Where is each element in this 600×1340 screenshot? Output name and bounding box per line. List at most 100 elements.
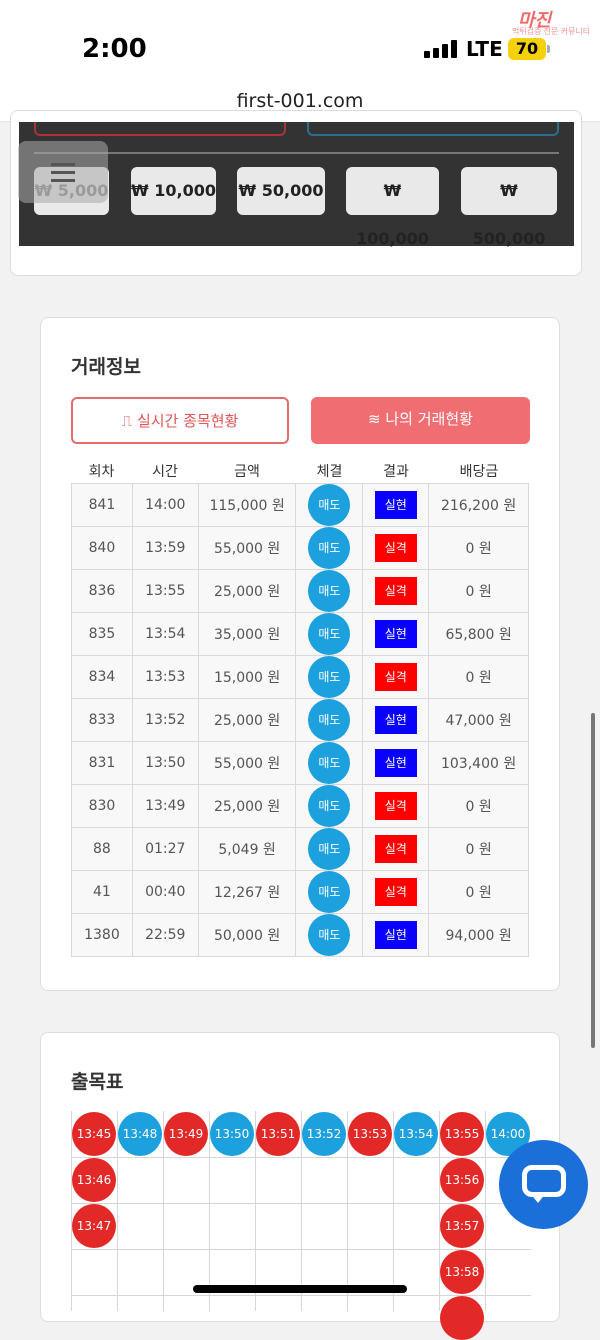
result-ball-red: 13:51: [256, 1112, 300, 1156]
result-cell: 실격: [362, 870, 430, 914]
round-cell: 830: [71, 784, 133, 828]
payout-cell: 0 원: [428, 526, 529, 570]
sell-badge: 매도: [308, 570, 351, 612]
exec-cell: 매도: [295, 612, 364, 656]
amount-cell: 50,000 원: [197, 913, 297, 957]
round-cell: 834: [71, 655, 133, 699]
scroll-indicator[interactable]: [591, 713, 595, 1048]
grid-column: [255, 1111, 301, 1311]
time-cell: 13:50: [131, 741, 199, 785]
status-bar: 2:00 마진 먹튀검증 전문 커뮤니티 LTE 70: [0, 0, 600, 78]
exec-cell: 매도: [295, 483, 364, 527]
result-ball-red: 13:58: [440, 1250, 484, 1294]
result-chart-title: 출목표: [71, 1071, 124, 1093]
signal-icon: [424, 40, 458, 58]
realized-badge: 실현: [374, 620, 417, 648]
trade-row: 840 13:59 55,000 원 매도 실격 0 원: [71, 526, 529, 570]
time-cell: 13:54: [131, 612, 199, 656]
payout-cell: 0 원: [428, 870, 529, 914]
realized-badge: 실현: [374, 706, 417, 734]
realized-badge: 실현: [374, 749, 417, 777]
sell-badge: 매도: [308, 742, 351, 784]
time-cell: 13:49: [131, 784, 199, 828]
result-chart-card: 출목표 13:45 13:46 13:47 13:48 13:49 13:50 13:51 1…: [40, 1032, 560, 1340]
result-cell: 실현: [362, 913, 430, 957]
chat-button[interactable]: [499, 1140, 588, 1229]
header-payout: 배당금: [459, 464, 499, 480]
realized-badge: 실현: [374, 921, 417, 949]
time-cell: 22:59: [131, 913, 199, 957]
chat-icon-tail: [530, 1193, 546, 1203]
trade-row: 831 13:50 55,000 원 매도 실현 103,400 원: [71, 741, 529, 785]
watermark-subtitle: 먹튀검증 전문 커뮤니티: [512, 27, 591, 36]
grid-column: [485, 1111, 531, 1311]
payout-cell: 0 원: [428, 784, 529, 828]
header-amount: 금액: [234, 464, 260, 480]
amount-button-100000[interactable]: ₩ 100,000: [346, 167, 439, 248]
grid-column: [117, 1111, 163, 1311]
home-indicator[interactable]: [193, 1285, 407, 1293]
round-cell: 88: [71, 827, 133, 871]
sell-badge: 매도: [308, 785, 351, 827]
grid-column: [393, 1111, 439, 1311]
exec-cell: 매도: [295, 913, 364, 957]
time-cell: 13:53: [131, 655, 199, 699]
battery-icon: 70: [508, 38, 546, 60]
grid-row-line: [71, 1203, 531, 1204]
trade-row: 830 13:49 25,000 원 매도 실격 0 원: [71, 784, 529, 828]
sell-badge: 매도: [308, 613, 351, 655]
grid-row-line: [71, 1295, 531, 1296]
watermark-title: 마진: [518, 10, 552, 30]
grid-column: [71, 1111, 117, 1311]
exec-cell: 매도: [295, 698, 364, 742]
disqualified-badge: 실격: [374, 663, 417, 691]
menu-button[interactable]: [18, 141, 108, 203]
amount-button-10000[interactable]: ₩ 10,000: [131, 167, 216, 215]
sell-box[interactable]: [307, 122, 559, 136]
amount-button-50000[interactable]: ₩ 50,000: [237, 167, 325, 215]
result-ball-red: 13:46: [72, 1158, 116, 1202]
url-text[interactable]: first-001.com: [236, 90, 364, 112]
result-cell: 실격: [362, 569, 430, 613]
pulse-icon: ⎍: [121, 412, 137, 430]
time-cell: 13:59: [131, 526, 199, 570]
result-cell: 실격: [362, 526, 430, 570]
exec-cell: 매도: [295, 784, 364, 828]
buy-box[interactable]: [34, 122, 286, 136]
amount-cell: 5,049 원: [197, 827, 297, 871]
result-ball-red: 13:47: [72, 1204, 116, 1248]
tab-live-status[interactable]: ⎍ 실시간 종목현황: [71, 397, 289, 444]
amount-cell: 12,267 원: [197, 870, 297, 914]
result-ball-red: 13:57: [440, 1204, 484, 1248]
exec-cell: 매도: [295, 569, 364, 613]
sell-badge: 매도: [308, 656, 351, 698]
round-cell: 831: [71, 741, 133, 785]
header-round: 회차: [88, 464, 115, 480]
payout-cell: 65,800 원: [428, 612, 529, 656]
result-ball-red: 13:56: [440, 1158, 484, 1202]
sell-badge: 매도: [308, 699, 351, 741]
amount-cell: 35,000 원: [197, 612, 297, 656]
round-cell: 41: [71, 870, 133, 914]
trade-row: 841 14:00 115,000 원 매도 실현 216,200 원: [71, 483, 529, 527]
time-cell: 13:55: [131, 569, 199, 613]
time-cell: 00:40: [131, 870, 199, 914]
trade-row: 88 01:27 5,049 원 매도 실격 0 원: [71, 827, 529, 871]
amount-cell: 55,000 원: [197, 526, 297, 570]
amount-button-500000[interactable]: ₩ 500,000: [461, 167, 557, 248]
amount-cell: 25,000 원: [197, 698, 297, 742]
result-ball-blue: 13:54: [394, 1112, 438, 1156]
trade-table-header: 회차 시간 금액 체결 결과 배당금: [71, 461, 530, 483]
exec-cell: 매도: [295, 870, 364, 914]
payout-cell: 216,200 원: [428, 483, 529, 527]
disqualified-badge: 실격: [374, 534, 417, 562]
exec-cell: 매도: [295, 741, 364, 785]
amount-cell: 115,000 원: [197, 483, 297, 527]
header-result: 결과: [383, 464, 409, 480]
watermark-logo: 마진 먹튀검증 전문 커뮤니티: [478, 4, 598, 38]
tab-my-trades[interactable]: ≋ 나의 거래현황: [311, 397, 530, 444]
result-cell: 실격: [362, 827, 430, 871]
grid-column: [347, 1111, 393, 1311]
result-cell: 실현: [362, 483, 430, 527]
round-cell: 833: [71, 698, 133, 742]
